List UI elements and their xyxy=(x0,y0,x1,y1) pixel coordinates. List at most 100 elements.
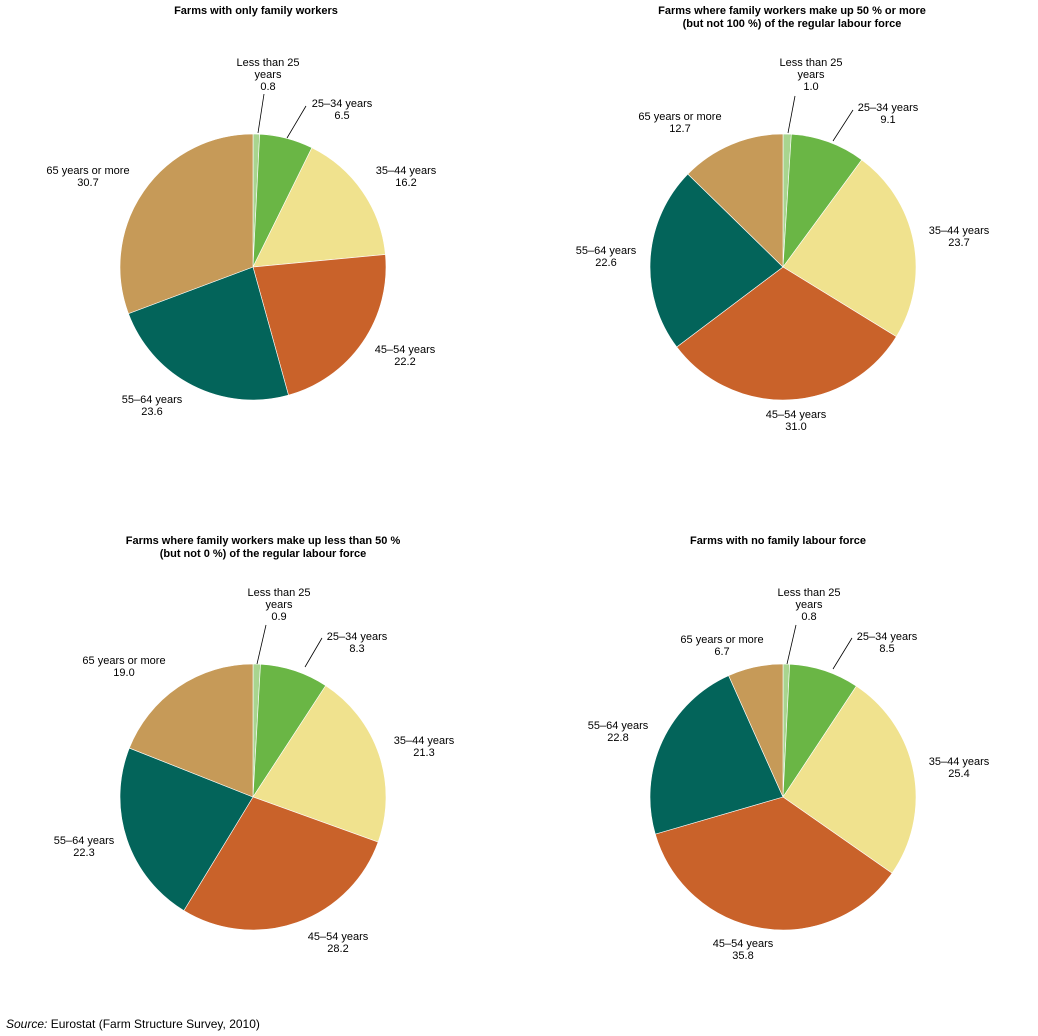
slice-value: 6.5 xyxy=(334,110,349,122)
pie-slice-45-54-years xyxy=(676,266,897,401)
slice-label-55-64-years: 55–64 years 22.8 xyxy=(588,720,649,744)
slice-value: 0.8 xyxy=(801,611,816,623)
slice-value: 25.4 xyxy=(948,768,969,780)
slice-category: years xyxy=(796,599,823,611)
leader-line-less-than-25-years xyxy=(786,624,797,665)
slice-label-less-than-25-years: Less than 25 years 1.0 xyxy=(780,57,843,93)
leader-line-25-34-years xyxy=(832,109,854,142)
slice-category: Less than 25 xyxy=(248,587,311,599)
pie-chart-1: Farms with only family workers Less than … xyxy=(46,5,436,418)
leader-line-25-34-years xyxy=(286,105,307,139)
pie-slice-45-54-years xyxy=(252,254,387,396)
pie-chart-4: Farms with no family labour force Less th… xyxy=(588,535,990,962)
pie-slice-65-years-or-more xyxy=(728,663,784,798)
slice-value: 22.3 xyxy=(73,847,94,859)
pie-slice-35-44-years xyxy=(782,159,917,338)
source-label: Source: xyxy=(6,1017,48,1031)
slice-value: 0.9 xyxy=(271,611,286,623)
leader-line-less-than-25-years xyxy=(787,95,796,134)
slice-label-25-34-years: 25–34 years 8.5 xyxy=(857,631,918,655)
slice-category: 45–54 years xyxy=(308,931,369,943)
pie-slice-45-54-years xyxy=(183,796,379,931)
slice-category: 25–34 years xyxy=(327,631,388,643)
slice-category: 35–44 years xyxy=(929,756,990,768)
pie-slice-55-64-years xyxy=(128,266,289,401)
slice-label-35-44-years: 35–44 years 25.4 xyxy=(929,756,990,780)
pie-slice-35-44-years xyxy=(782,685,917,874)
slice-value: 22.8 xyxy=(607,732,628,744)
slice-value: 30.7 xyxy=(77,177,98,189)
slice-value: 6.7 xyxy=(714,646,729,658)
slice-category: 45–54 years xyxy=(766,409,827,421)
pie-slice-45-54-years xyxy=(654,796,893,931)
slice-value: 16.2 xyxy=(395,177,416,189)
slice-category: 55–64 years xyxy=(576,245,637,257)
slice-value: 12.7 xyxy=(669,123,690,135)
slice-label-65-years-or-more: 65 years or more 19.0 xyxy=(82,655,165,679)
slice-label-25-34-years: 25–34 years 8.3 xyxy=(327,631,388,655)
chart-title: Farms where family workers make up 50 % … xyxy=(658,5,926,17)
slice-value: 31.0 xyxy=(785,421,806,433)
pie-slice-65-years-or-more xyxy=(119,133,254,315)
slice-label-45-54-years: 45–54 years 28.2 xyxy=(308,931,369,955)
slice-label-35-44-years: 35–44 years 21.3 xyxy=(394,735,455,759)
pie-slice-65-years-or-more xyxy=(687,133,784,268)
slice-category: 25–34 years xyxy=(857,631,918,643)
chart-title: (but not 0 %) of the regular labour forc… xyxy=(160,548,367,560)
slice-value: 22.6 xyxy=(595,257,616,269)
pie-slice-55-64-years xyxy=(649,675,784,835)
chart-title: Farms with no family labour force xyxy=(690,535,866,547)
slice-value: 8.3 xyxy=(349,643,364,655)
slice-value: 21.3 xyxy=(413,747,434,759)
slice-category: 35–44 years xyxy=(394,735,455,747)
slice-label-65-years-or-more: 65 years or more 30.7 xyxy=(46,165,129,189)
slice-label-less-than-25-years: Less than 25 years 0.8 xyxy=(778,587,841,623)
leader-line-less-than-25-years xyxy=(257,93,265,134)
pie-slice-35-44-years xyxy=(252,147,386,268)
leader-line-25-34-years xyxy=(832,637,853,670)
slice-value: 0.8 xyxy=(260,81,275,93)
slice-value: 22.2 xyxy=(394,356,415,368)
slice-label-65-years-or-more: 65 years or more 12.7 xyxy=(638,111,721,135)
slice-label-less-than-25-years: Less than 25 years 0.8 xyxy=(237,57,300,93)
slice-category: years xyxy=(255,69,282,81)
slice-label-55-64-years: 55–64 years 22.3 xyxy=(54,835,115,859)
pie-slice-55-64-years xyxy=(119,747,254,912)
slice-label-65-years-or-more: 65 years or more 6.7 xyxy=(680,634,763,658)
pie-slice-35-44-years xyxy=(252,685,387,843)
slice-value: 9.1 xyxy=(880,114,895,126)
slice-value: 23.7 xyxy=(948,237,969,249)
slice-value: 28.2 xyxy=(327,943,348,955)
slice-category: Less than 25 xyxy=(237,57,300,69)
slice-value: 19.0 xyxy=(113,667,134,679)
slice-category: years xyxy=(266,599,293,611)
slice-label-55-64-years: 55–64 years 22.6 xyxy=(576,245,637,269)
slice-value: 23.6 xyxy=(141,406,162,418)
slice-value: 35.8 xyxy=(732,950,753,962)
slice-category: Less than 25 xyxy=(778,587,841,599)
slice-category: Less than 25 xyxy=(780,57,843,69)
slice-label-less-than-25-years: Less than 25 years 0.9 xyxy=(248,587,311,623)
slice-category: 65 years or more xyxy=(46,165,129,177)
pie-chart-3: Farms where family workers make up less … xyxy=(54,535,455,955)
slice-label-45-54-years: 45–54 years 22.2 xyxy=(375,344,436,368)
slice-category: 65 years or more xyxy=(638,111,721,123)
slice-label-45-54-years: 45–54 years 31.0 xyxy=(766,409,827,433)
slice-category: 55–64 years xyxy=(122,394,183,406)
slice-label-55-64-years: 55–64 years 23.6 xyxy=(122,394,183,418)
slice-category: 55–64 years xyxy=(54,835,115,847)
pie-chart-2: Farms where family workers make up 50 % … xyxy=(576,5,990,433)
slice-label-35-44-years: 35–44 years 23.7 xyxy=(929,225,990,249)
slice-value: 8.5 xyxy=(879,643,894,655)
slice-value: 1.0 xyxy=(803,81,818,93)
slice-category: years xyxy=(798,69,825,81)
slice-category: 35–44 years xyxy=(376,165,437,177)
pie-slice-55-64-years xyxy=(649,173,784,348)
slice-category: 65 years or more xyxy=(82,655,165,667)
slice-label-45-54-years: 45–54 years 35.8 xyxy=(713,938,774,962)
slice-category: 55–64 years xyxy=(588,720,649,732)
leader-line-25-34-years xyxy=(304,637,323,668)
chart-title: Farms with only family workers xyxy=(174,5,338,17)
source-note: Source: Eurostat (Farm Structure Survey,… xyxy=(6,1017,260,1031)
